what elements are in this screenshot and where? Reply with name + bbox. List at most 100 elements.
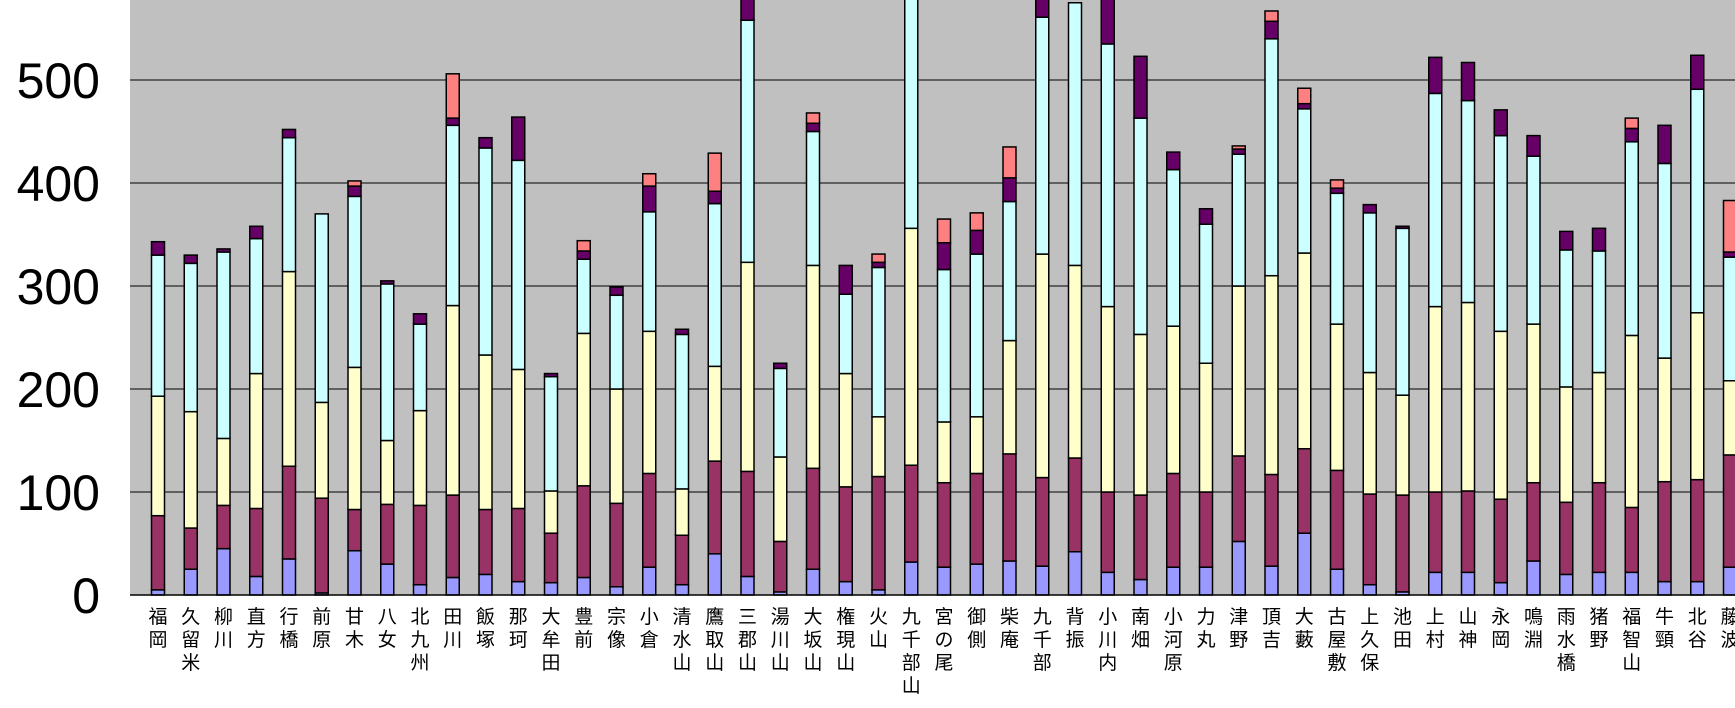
bar-segment bbox=[805, 122, 821, 133]
bar-segment bbox=[936, 268, 952, 423]
bar-segment bbox=[1395, 494, 1410, 593]
bar-segment bbox=[1722, 199, 1735, 253]
bar-segment bbox=[1035, 0, 1050, 18]
bar-segment bbox=[281, 270, 297, 467]
bar-segment bbox=[805, 130, 821, 267]
bar-segment bbox=[609, 286, 624, 297]
bar-segment bbox=[1460, 99, 1476, 304]
bar-segment bbox=[511, 116, 526, 162]
bar-segment bbox=[314, 213, 329, 404]
bar-segment bbox=[1657, 162, 1672, 359]
bar-segment bbox=[1329, 568, 1345, 596]
bar-segment bbox=[183, 262, 198, 413]
bar-segment bbox=[773, 362, 788, 370]
bar-segment bbox=[1133, 578, 1148, 596]
bar-segment bbox=[478, 573, 493, 596]
bar-segment bbox=[1395, 394, 1410, 496]
bar-segment bbox=[740, 261, 755, 473]
bar-segment bbox=[1624, 571, 1639, 596]
bar-segment bbox=[1329, 187, 1345, 195]
bar-segment bbox=[576, 332, 591, 487]
y-tick-label: 200 bbox=[17, 362, 100, 418]
bar-segment bbox=[969, 563, 984, 596]
bar-segment bbox=[576, 250, 591, 260]
bar-segment bbox=[412, 409, 428, 507]
bar-segment bbox=[1624, 117, 1639, 130]
bar-segment bbox=[1002, 200, 1017, 342]
bar-segment bbox=[1428, 491, 1443, 574]
bar-segment bbox=[1460, 571, 1476, 596]
bar-segment bbox=[1690, 88, 1705, 314]
bar-segment bbox=[838, 293, 853, 375]
x-tick-label: 小川内 bbox=[1098, 606, 1117, 674]
x-tick-label: 三郡山 bbox=[738, 606, 757, 674]
bar-segment bbox=[1526, 155, 1541, 325]
x-tick-label: 甘木 bbox=[345, 606, 364, 651]
y-tick-label: 0 bbox=[72, 568, 100, 624]
bar-segment bbox=[1166, 566, 1181, 596]
bar-segment bbox=[511, 159, 526, 371]
bar-segment bbox=[1362, 493, 1377, 586]
bar-segment bbox=[1690, 478, 1705, 583]
bar-segment bbox=[1493, 330, 1508, 500]
bar-segment bbox=[445, 576, 460, 596]
bar-segment bbox=[249, 237, 264, 375]
bar-segment bbox=[150, 395, 166, 517]
bar-segment bbox=[871, 266, 886, 418]
bar-segment bbox=[576, 576, 591, 596]
bar-segment bbox=[969, 229, 984, 255]
bar-segment bbox=[642, 211, 657, 333]
bar-segment bbox=[511, 368, 526, 510]
x-tick-label: 雨水橋 bbox=[1557, 606, 1576, 674]
bar-segment bbox=[347, 180, 362, 187]
bar-segment bbox=[609, 586, 624, 596]
bar-segment bbox=[576, 258, 591, 335]
x-tick-label: 那珂 bbox=[509, 606, 528, 651]
bar-segment bbox=[576, 485, 591, 579]
bar-segment bbox=[1166, 472, 1181, 568]
bar-segment bbox=[1035, 253, 1050, 479]
bar-segment bbox=[1395, 225, 1410, 230]
bar-segment bbox=[412, 583, 428, 596]
bar-segment bbox=[1231, 148, 1246, 155]
bar-segment bbox=[1362, 583, 1377, 596]
bar-segment bbox=[314, 497, 329, 594]
bar-segment bbox=[805, 112, 821, 125]
bar-segment bbox=[805, 264, 821, 470]
bar-segment bbox=[1428, 56, 1443, 95]
bar-segment bbox=[576, 239, 591, 252]
bar-segment bbox=[445, 73, 460, 119]
bar-segment bbox=[904, 0, 919, 230]
bar-segment bbox=[478, 354, 493, 511]
bar-segment bbox=[1559, 386, 1574, 504]
bar-segment bbox=[1166, 325, 1181, 475]
bar-segment bbox=[904, 561, 919, 596]
bar-segment bbox=[249, 372, 264, 510]
bar-segment bbox=[1133, 55, 1148, 119]
bar-segment bbox=[1264, 565, 1279, 596]
bar-segment bbox=[1133, 117, 1148, 336]
bar-segment bbox=[1297, 87, 1312, 105]
x-tick-label: 頂吉 bbox=[1262, 606, 1281, 651]
bar-segment bbox=[1591, 481, 1607, 574]
bar-segment bbox=[1297, 108, 1312, 254]
bar-segment bbox=[1591, 227, 1607, 252]
bar-segment bbox=[1395, 227, 1410, 396]
bar-segment bbox=[707, 190, 722, 205]
bar-segment bbox=[1690, 580, 1705, 596]
bar-segment bbox=[805, 467, 821, 570]
x-tick-label: 北九州 bbox=[410, 606, 429, 674]
bar-segment bbox=[281, 465, 297, 560]
bar-segment bbox=[707, 152, 722, 192]
x-tick-label: 豊前 bbox=[574, 606, 593, 651]
x-tick-label: 小倉 bbox=[640, 606, 659, 651]
bar-segment bbox=[1297, 532, 1312, 596]
bar-segment bbox=[1493, 134, 1508, 333]
bar-segment bbox=[969, 253, 984, 418]
x-tick-label: 鳴淵 bbox=[1524, 606, 1543, 651]
bar-segment bbox=[412, 504, 428, 586]
bar-segment bbox=[1002, 453, 1017, 562]
bar-segment bbox=[1264, 473, 1279, 567]
bar-segment bbox=[1198, 362, 1214, 493]
x-tick-label: 猪野 bbox=[1589, 606, 1608, 651]
